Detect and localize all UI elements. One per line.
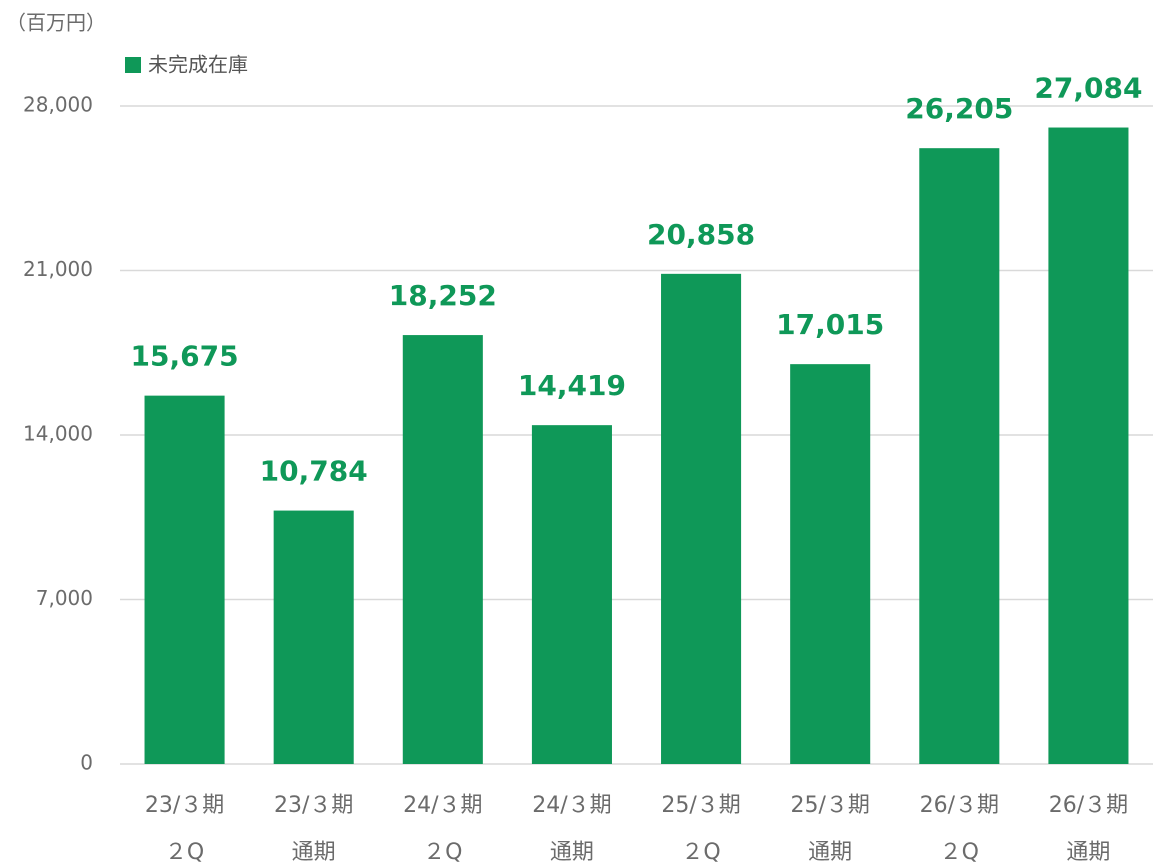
bar [919, 148, 1000, 764]
unit-label: （百万円） [6, 11, 106, 35]
value-label: 20,858 [647, 218, 755, 251]
y-tick-label: 7,000 [36, 586, 93, 610]
x-tick-label: 23/３期 [145, 793, 224, 818]
x-tick-label: ２Q [940, 840, 979, 865]
y-tick-label: 14,000 [23, 422, 93, 446]
bar [144, 395, 225, 764]
value-label: 27,084 [1034, 72, 1142, 105]
value-label: 17,015 [776, 308, 884, 341]
y-tick-label: 21,000 [23, 257, 93, 281]
x-tick-label: 通期 [292, 840, 336, 865]
bar [273, 510, 354, 764]
value-label: 18,252 [389, 279, 497, 312]
legend-swatch [125, 57, 141, 73]
value-label: 15,675 [131, 340, 239, 373]
x-tick-label: 26/３期 [920, 793, 999, 818]
x-tick-label: 25/３期 [790, 793, 869, 818]
bar [531, 425, 612, 764]
x-tick-label: 26/３期 [1049, 793, 1128, 818]
x-tick-label: 24/３期 [532, 793, 611, 818]
value-label: 26,205 [905, 92, 1013, 125]
bar [402, 335, 483, 764]
x-tick-label: 23/３期 [274, 793, 353, 818]
x-tick-label: ２Q [681, 840, 720, 865]
x-tick-label: 24/３期 [403, 793, 482, 818]
x-tick-label: 通期 [1066, 840, 1110, 865]
value-label: 10,784 [260, 455, 368, 488]
y-tick-label: 28,000 [23, 93, 93, 117]
y-tick-label: 0 [80, 751, 93, 775]
bar [1048, 127, 1129, 764]
x-tick-label: 通期 [808, 840, 852, 865]
bar [661, 273, 742, 764]
x-tick-label: 25/３期 [661, 793, 740, 818]
x-tick-label: ２Q [423, 840, 462, 865]
x-tick-label: ２Q [165, 840, 204, 865]
legend-label: 未完成在庫 [148, 53, 248, 77]
bar [790, 364, 871, 764]
value-label: 14,419 [518, 369, 626, 402]
x-tick-label: 通期 [550, 840, 594, 865]
